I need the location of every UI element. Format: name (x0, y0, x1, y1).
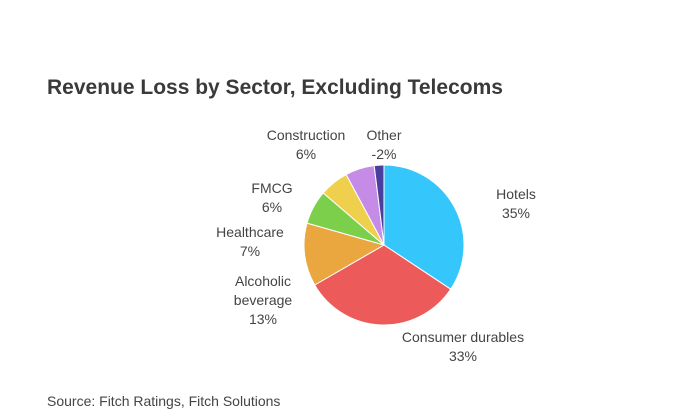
slice-label-consumer-durables: Consumer durables 33% (402, 329, 524, 364)
slice-label-alcoholic-beverage: Alcoholic beverage 13% (234, 273, 293, 327)
slice-label-other: Other -2% (366, 127, 401, 162)
pie-slice-alcoholic-beverage (303, 222, 386, 286)
slice-label-hotels: Hotels 35% (496, 186, 536, 221)
slice-label-construction: Construction 6% (267, 127, 346, 162)
slice-label-healthcare: Healthcare 7% (216, 224, 284, 259)
pie-slice-other (373, 164, 385, 246)
pie-slice-consumer-durables (314, 244, 452, 326)
source-note: Source: Fitch Ratings, Fitch Solutions (47, 393, 281, 409)
chart-title: Revenue Loss by Sector, Excluding Teleco… (47, 76, 503, 99)
slice-label-fmcg: FMCG 6% (251, 180, 292, 215)
